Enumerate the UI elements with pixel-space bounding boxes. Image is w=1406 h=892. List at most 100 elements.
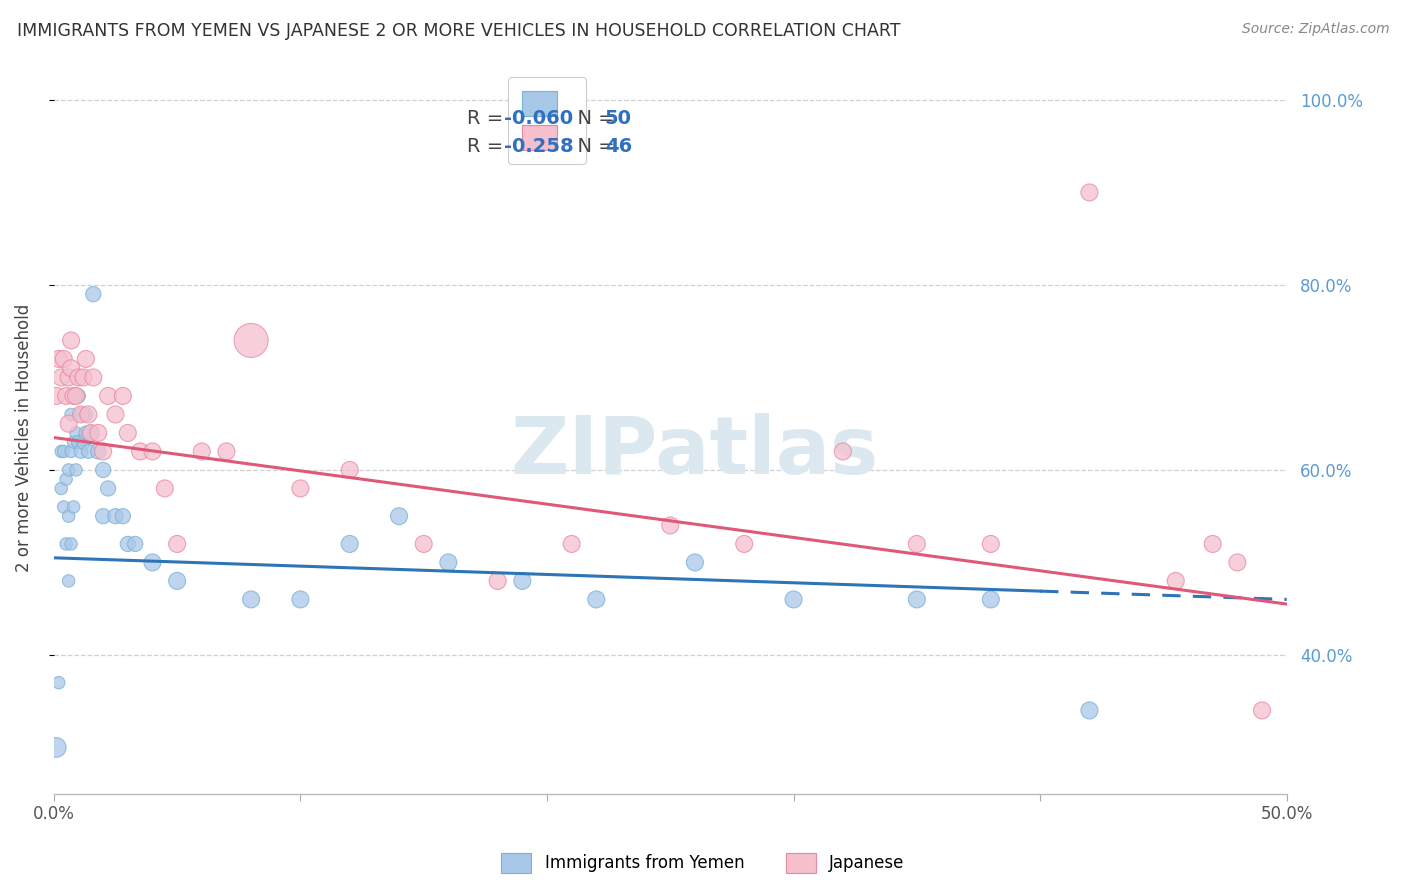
Point xyxy=(72,435,94,450)
Point xyxy=(1078,703,1101,717)
Point xyxy=(561,537,583,551)
Point xyxy=(117,425,139,440)
Point xyxy=(659,518,682,533)
Point xyxy=(48,675,70,690)
Point xyxy=(1164,574,1187,588)
Point xyxy=(75,425,97,440)
Point xyxy=(388,509,411,524)
Point xyxy=(486,574,509,588)
Point xyxy=(215,444,238,458)
Point xyxy=(510,574,533,588)
Point xyxy=(141,444,163,458)
Point xyxy=(60,334,83,348)
Point xyxy=(141,556,163,570)
Text: R =: R = xyxy=(467,109,509,128)
Point xyxy=(58,417,80,431)
Text: Source: ZipAtlas.com: Source: ZipAtlas.com xyxy=(1241,22,1389,37)
Point xyxy=(240,334,263,348)
Point xyxy=(97,482,120,496)
Point xyxy=(111,389,134,403)
Point xyxy=(1078,186,1101,200)
Point xyxy=(60,408,83,422)
Text: ZIPatlas: ZIPatlas xyxy=(510,413,879,491)
Point xyxy=(55,472,77,486)
Point xyxy=(129,444,152,458)
Legend: , : , xyxy=(508,77,586,164)
Point xyxy=(104,509,127,524)
Point xyxy=(62,500,84,514)
Point xyxy=(62,389,84,403)
Point xyxy=(111,509,134,524)
Legend: Immigrants from Yemen, Japanese: Immigrants from Yemen, Japanese xyxy=(495,847,911,880)
Point xyxy=(72,370,94,384)
Point xyxy=(75,351,97,366)
Point xyxy=(77,408,100,422)
Point xyxy=(45,740,67,755)
Point xyxy=(48,351,70,366)
Point xyxy=(166,537,188,551)
Point xyxy=(290,482,312,496)
Point xyxy=(91,463,114,477)
Point xyxy=(51,482,73,496)
Point xyxy=(70,408,93,422)
Point xyxy=(45,389,67,403)
Point xyxy=(905,592,928,607)
Point xyxy=(70,408,93,422)
Text: IMMIGRANTS FROM YEMEN VS JAPANESE 2 OR MORE VEHICLES IN HOUSEHOLD CORRELATION CH: IMMIGRANTS FROM YEMEN VS JAPANESE 2 OR M… xyxy=(17,22,900,40)
Point xyxy=(52,500,75,514)
Point xyxy=(585,592,607,607)
Y-axis label: 2 or more Vehicles in Household: 2 or more Vehicles in Household xyxy=(15,303,32,572)
Point xyxy=(87,425,110,440)
Point xyxy=(91,444,114,458)
Point xyxy=(60,537,83,551)
Text: 50: 50 xyxy=(605,109,631,128)
Point xyxy=(58,370,80,384)
Point xyxy=(412,537,434,551)
Point xyxy=(905,537,928,551)
Point xyxy=(290,592,312,607)
Point xyxy=(339,463,361,477)
Point xyxy=(51,444,73,458)
Point xyxy=(67,389,90,403)
Point xyxy=(980,592,1002,607)
Point xyxy=(62,435,84,450)
Point xyxy=(117,537,139,551)
Point xyxy=(82,370,104,384)
Text: -0.060: -0.060 xyxy=(503,109,574,128)
Point xyxy=(60,361,83,376)
Point xyxy=(782,592,804,607)
Text: 46: 46 xyxy=(605,137,633,156)
Point xyxy=(339,537,361,551)
Point xyxy=(58,509,80,524)
Text: -0.258: -0.258 xyxy=(503,137,574,156)
Point xyxy=(97,389,120,403)
Text: N =: N = xyxy=(565,137,621,156)
Point xyxy=(87,444,110,458)
Point xyxy=(82,287,104,301)
Point xyxy=(67,435,90,450)
Point xyxy=(91,509,114,524)
Point xyxy=(52,351,75,366)
Point xyxy=(831,444,853,458)
Point xyxy=(52,444,75,458)
Point xyxy=(51,370,73,384)
Point xyxy=(683,556,706,570)
Point xyxy=(733,537,755,551)
Point xyxy=(124,537,146,551)
Text: R =: R = xyxy=(467,137,516,156)
Point xyxy=(65,463,87,477)
Text: N =: N = xyxy=(565,109,621,128)
Point xyxy=(437,556,460,570)
Point xyxy=(75,408,97,422)
Point xyxy=(65,389,87,403)
Point xyxy=(58,574,80,588)
Point xyxy=(70,444,93,458)
Point xyxy=(55,389,77,403)
Point xyxy=(1226,556,1249,570)
Point xyxy=(1202,537,1225,551)
Point xyxy=(67,370,90,384)
Point xyxy=(65,425,87,440)
Point xyxy=(166,574,188,588)
Point xyxy=(104,408,127,422)
Point xyxy=(58,463,80,477)
